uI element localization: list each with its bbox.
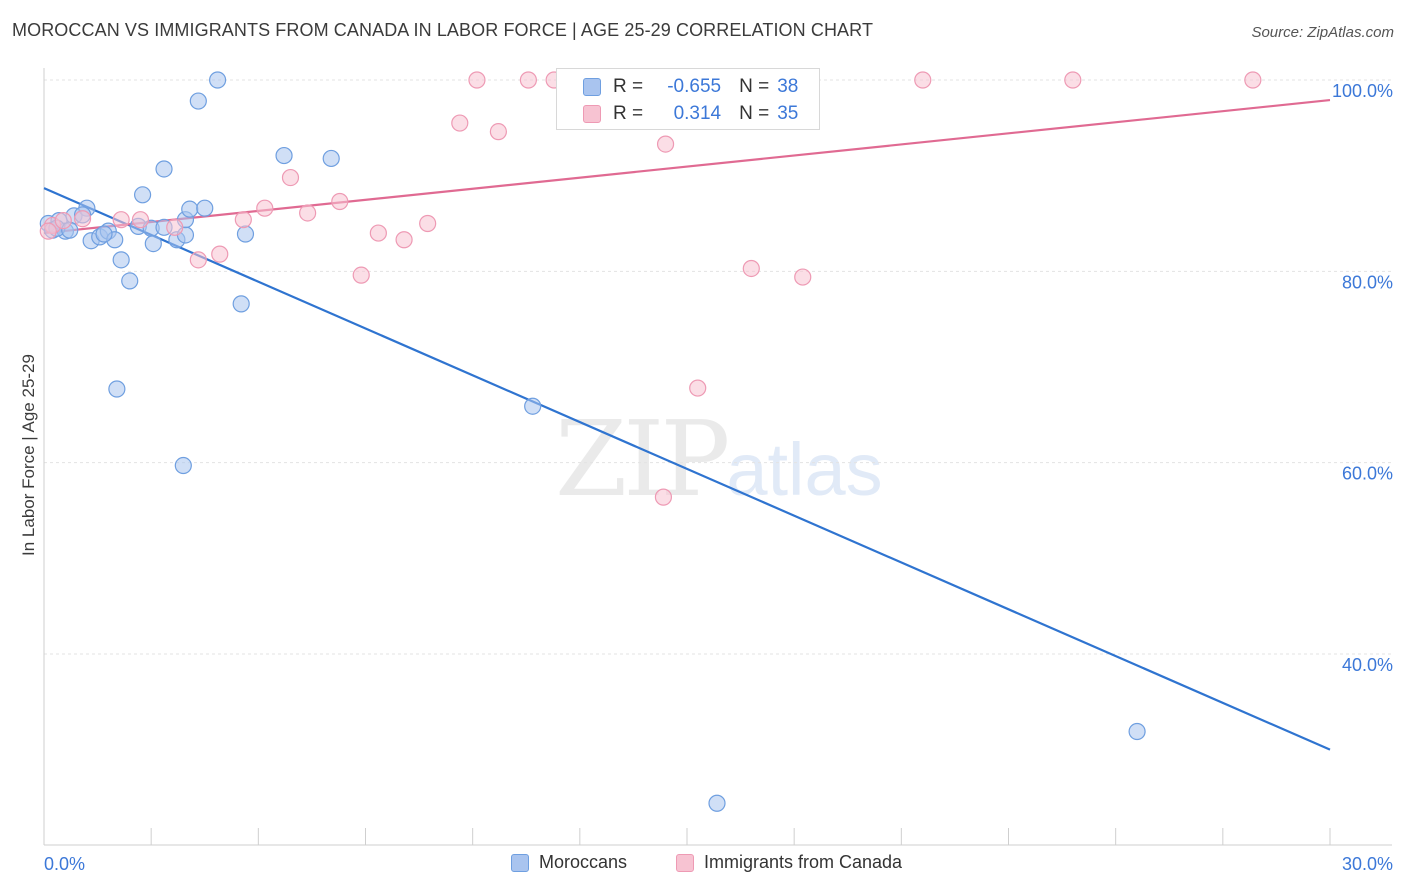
point-moroccans: [181, 200, 199, 218]
correlation-stats-box: R = -0.655 N = 38 R = 0.314 N = 35: [556, 68, 820, 130]
source-credit: Source: ZipAtlas.com: [1251, 24, 1394, 41]
point-canada: [211, 245, 229, 263]
point-moroccans: [108, 380, 126, 398]
point-canada: [166, 218, 184, 236]
y-tick-label: 40.0%: [1342, 655, 1393, 675]
point-canada: [256, 199, 274, 217]
trend-line-moroccans: [43, 187, 1331, 751]
point-canada: [395, 231, 413, 249]
stats-swatch-canada: [583, 105, 601, 123]
point-moroccans: [232, 295, 250, 313]
legend-swatch-canada: [676, 853, 694, 872]
legend-label: Moroccans: [539, 852, 628, 872]
point-canada: [234, 211, 252, 229]
x-tick-label: 30.0%: [1342, 854, 1393, 874]
point-moroccans: [155, 160, 173, 178]
stats-row-moroccans: R = -0.655 N = 38: [557, 74, 798, 100]
axes: [43, 68, 1392, 846]
point-canada: [112, 211, 130, 229]
point-canada: [519, 71, 537, 89]
point-moroccans: [275, 146, 293, 165]
point-canada: [468, 71, 486, 89]
point-moroccans: [196, 199, 214, 217]
point-canada: [451, 114, 469, 132]
point-moroccans: [144, 234, 162, 253]
point-canada: [73, 210, 92, 228]
point-canada: [742, 259, 760, 278]
point-moroccans: [112, 251, 130, 269]
legend-label: Immigrants from Canada: [704, 852, 903, 872]
stats-row-canada: R = 0.314 N = 35: [557, 101, 798, 127]
chart-title: MOROCCAN VS IMMIGRANTS FROM CANADA IN LA…: [12, 20, 874, 40]
r-value: -0.655: [667, 76, 722, 97]
point-canada: [352, 266, 370, 284]
n-label: N =: [739, 76, 770, 97]
y-tick-label: 100.0%: [1332, 81, 1393, 101]
legend-item-canada[interactable]: Immigrants from Canada: [676, 852, 902, 873]
point-moroccans: [524, 397, 542, 415]
y-axis-title: In Labor Force | Age 25-29: [19, 354, 38, 556]
y-tick-label: 60.0%: [1342, 464, 1393, 484]
point-canada: [1244, 71, 1262, 89]
point-canada: [489, 123, 507, 141]
point-canada: [656, 135, 675, 153]
axis-labels: 40.0% 60.0% 80.0% 100.0% 0.0% 30.0% In Labor F…: [19, 81, 1393, 874]
point-canada: [331, 192, 349, 211]
y-tick-label: 80.0%: [1342, 272, 1393, 292]
point-moroccans: [236, 225, 255, 243]
point-canada: [914, 71, 932, 89]
legend-swatch-moroccans: [511, 853, 529, 872]
point-moroccans: [133, 186, 152, 204]
point-canada: [299, 204, 317, 222]
point-canada: [794, 268, 812, 286]
data-points: [39, 71, 1262, 812]
point-moroccans: [189, 92, 207, 110]
x-tick-label: 0.0%: [44, 854, 85, 874]
point-moroccans: [95, 225, 113, 243]
point-moroccans: [708, 794, 726, 812]
series-legend: Moroccans Immigrants from Canada: [0, 850, 1406, 880]
point-moroccans: [121, 272, 139, 290]
point-canada: [689, 379, 707, 397]
point-canada: [131, 211, 150, 229]
watermark: ZIPatlas: [555, 398, 883, 520]
point-canada: [189, 251, 207, 269]
point-canada: [1064, 71, 1082, 89]
point-moroccans: [322, 149, 340, 168]
point-canada: [281, 168, 300, 187]
point-canada: [369, 224, 387, 242]
point-canada: [39, 222, 57, 240]
r-label: R =: [613, 103, 644, 124]
stats-swatch-moroccans: [583, 78, 601, 96]
point-canada: [419, 214, 437, 233]
n-value: 35: [777, 103, 799, 124]
legend-item-moroccans[interactable]: Moroccans: [511, 852, 627, 873]
point-canada: [54, 212, 72, 230]
watermark-zip: ZIP: [555, 398, 730, 520]
r-value: 0.314: [673, 103, 722, 124]
n-label: N =: [739, 103, 770, 124]
n-value: 38: [777, 76, 799, 97]
trend-lines: [43, 98, 1331, 751]
point-moroccans: [1128, 722, 1146, 741]
point-moroccans: [174, 456, 192, 475]
grid-lines: [44, 79, 1392, 655]
point-moroccans: [209, 71, 227, 89]
point-canada: [654, 488, 673, 506]
r-label: R =: [613, 76, 644, 97]
